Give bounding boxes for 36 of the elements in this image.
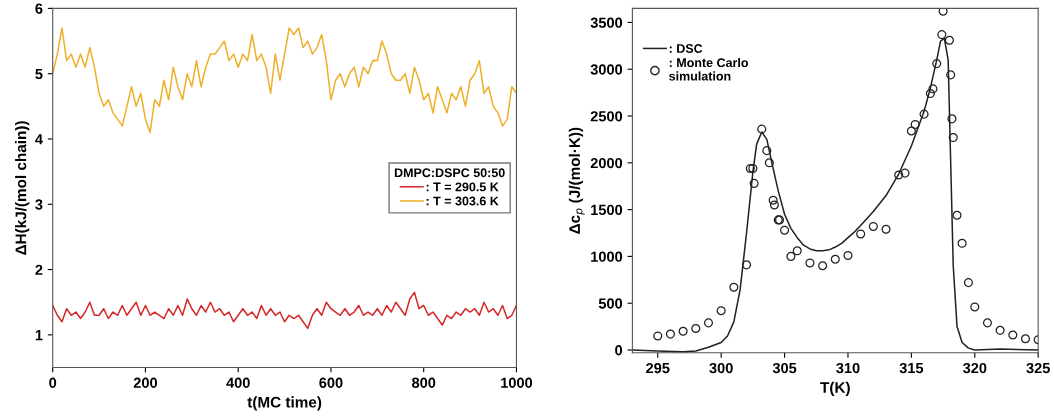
x-tick-label: 200 bbox=[133, 377, 158, 388]
y-tick-label: 1000 bbox=[591, 251, 623, 262]
x-tick-label: 600 bbox=[319, 377, 343, 388]
y-tick-label: 5 bbox=[35, 68, 43, 80]
y-axis-title: ΔH(kJ/(mol chain)) bbox=[15, 121, 30, 255]
x-tick-label: 400 bbox=[226, 377, 250, 388]
x-tick-label: 300 bbox=[709, 362, 733, 374]
legend-label: : T = 290.5 K bbox=[426, 182, 499, 192]
y-tick-label: 2500 bbox=[590, 111, 623, 122]
x-tick-label: 295 bbox=[646, 362, 670, 374]
x-tick-label: 0 bbox=[49, 377, 57, 388]
x-tick-label: 1000 bbox=[501, 377, 533, 388]
x-tick-label: 325 bbox=[1026, 362, 1050, 374]
y-tick-label: 4 bbox=[35, 134, 43, 145]
x-axis-title: T(K) bbox=[820, 381, 850, 396]
y-tick-label: 3 bbox=[35, 199, 43, 210]
x-tick-label: 800 bbox=[412, 377, 436, 388]
y-tick-label: 2000 bbox=[590, 157, 623, 169]
y-tick-label: 6 bbox=[35, 3, 43, 14]
legend-label: : Monte Carlo simulation bbox=[669, 57, 749, 81]
legend-label: : DSC bbox=[669, 44, 703, 53]
y-tick-label: 1 bbox=[35, 330, 43, 341]
legend-label: : T = 303.6 K bbox=[426, 196, 499, 206]
y-axis-title: Δc$_{p}$ (J/(mol·K)) bbox=[568, 127, 585, 234]
y-tick-label: 3000 bbox=[590, 64, 623, 75]
y-tick-label: 2 bbox=[35, 264, 43, 275]
legend-title: DMPC:DSPC 50:50 bbox=[394, 168, 505, 178]
x-axis-title: t(MC time) bbox=[247, 396, 322, 411]
y-tick-label: 500 bbox=[598, 298, 623, 309]
x-tick-label: 320 bbox=[962, 362, 987, 374]
x-tick-label: 310 bbox=[836, 362, 860, 374]
y-tick-label: 3500 bbox=[590, 17, 623, 28]
y-tick-label: 1500 bbox=[591, 204, 623, 216]
x-tick-label: 315 bbox=[899, 362, 924, 374]
y-tick-label: 0 bbox=[615, 345, 623, 356]
x-tick-label: 305 bbox=[772, 362, 797, 374]
